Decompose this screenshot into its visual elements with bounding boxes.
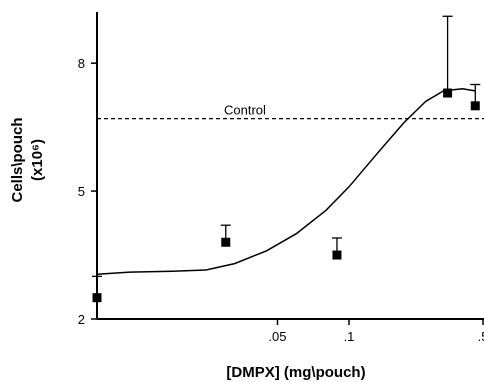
data-point	[92, 293, 102, 303]
x-axis-title: [DMPX] (mg\pouch)	[226, 364, 365, 381]
control-label: Control	[224, 103, 266, 118]
y-tick-label: 2	[78, 312, 85, 327]
axis-titles-group: [DMPX] (mg\pouch) Cells\pouch (x10⁶)	[9, 117, 366, 381]
x-tick-label: .5	[478, 329, 484, 344]
ticks-group: 2 5 8 .05 .1 .5	[78, 56, 484, 344]
fit-curve	[96, 87, 476, 275]
data-points-group	[92, 15, 481, 303]
y-tick-label: 5	[78, 184, 85, 199]
data-point	[221, 237, 231, 247]
reference-line-group: Control	[97, 103, 484, 120]
fit-curve-group	[96, 87, 476, 275]
data-point	[332, 250, 342, 260]
y-axis-title: Cells\pouch	[9, 117, 26, 202]
y-tick-label: 8	[78, 56, 85, 71]
axes	[96, 12, 484, 320]
y-axis-unit: (x10⁶)	[29, 139, 46, 181]
x-tick-label: .05	[268, 329, 286, 344]
data-point	[443, 88, 453, 98]
x-tick-label: .1	[344, 329, 355, 344]
data-point	[470, 101, 480, 111]
